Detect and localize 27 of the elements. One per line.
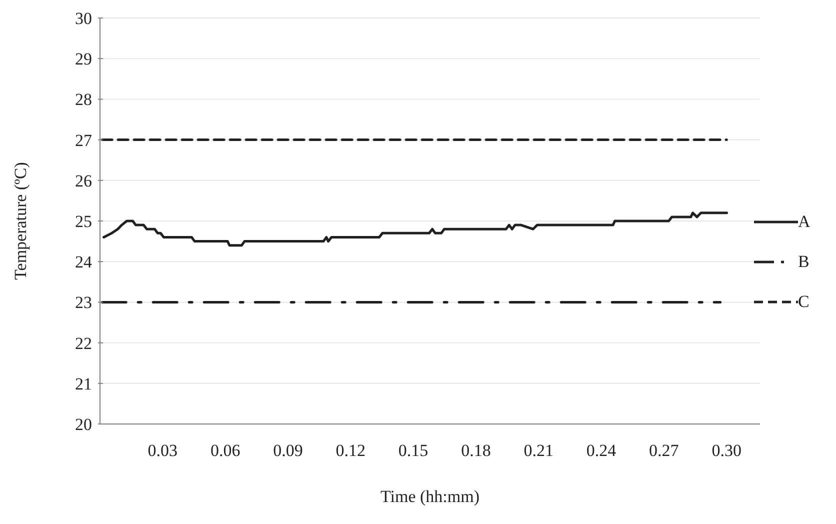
y-tick-label: 24 (75, 252, 92, 272)
x-tick-label: 0.27 (649, 441, 680, 460)
x-tick-label: 0.30 (712, 441, 742, 460)
x-tick-label: 0.15 (398, 441, 428, 460)
y-tick-label: 26 (75, 171, 92, 190)
x-tick-label: 0.12 (336, 441, 366, 460)
y-tick-label: 22 (75, 334, 92, 353)
x-tick-label: 0.06 (210, 441, 240, 460)
legend-label: B (798, 252, 810, 272)
y-tick-label: 29 (75, 50, 92, 69)
y-tick-label: 23 (75, 293, 92, 312)
x-axis-title: Time (hh:mm) (380, 487, 480, 506)
y-tick-label: 28 (75, 90, 92, 110)
y-tick-label: 27 (75, 130, 92, 150)
x-tick-label: 0.21 (524, 441, 554, 460)
y-axis-title: Temperature (ºC) (11, 162, 30, 280)
y-tick-label: 20 (75, 414, 92, 434)
y-tick-label: 30 (75, 8, 92, 28)
line-series (102, 212, 728, 247)
legend-label: C (798, 292, 810, 312)
y-tick-label: 25 (75, 212, 92, 231)
legend-label: A (798, 212, 810, 232)
y-tick-label: 21 (75, 374, 92, 394)
x-tick-label: 0.24 (586, 441, 617, 460)
x-tick-label: 0.18 (461, 441, 491, 460)
x-tick-label: 0.09 (273, 441, 303, 460)
x-tick-label: 0.03 (148, 441, 178, 460)
